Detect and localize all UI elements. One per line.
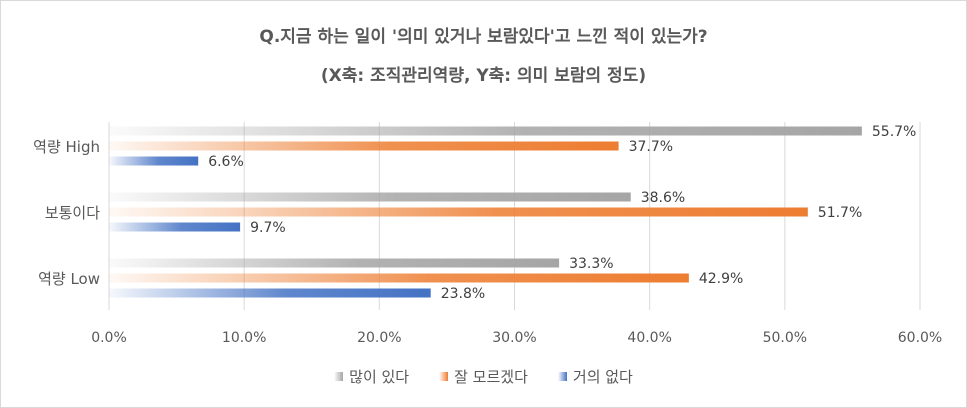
chart-subtitle: (X축: 조직관리역량, Y축: 의미 보람의 정도) (320, 66, 647, 86)
legend-item: 거의 없다 (557, 366, 633, 387)
bar (109, 141, 619, 151)
data-label: 23.8% (441, 286, 485, 302)
legend-swatch (439, 372, 449, 381)
data-label: 51.7% (818, 205, 862, 221)
data-labels: 55.7% 38.6% 33.3% 37.7% 51.7% 42.9% 6.6% 9.7% 23… (208, 124, 916, 302)
legend-item: 잘 모르겠다 (439, 366, 528, 387)
category-label: 역량 High (33, 138, 100, 156)
bar (109, 222, 241, 232)
legend-label: 많이 있다 (349, 368, 410, 386)
data-label: 6.6% (208, 154, 244, 170)
data-label: 33.3% (569, 256, 613, 272)
legend-item: 많이 있다 (334, 366, 409, 387)
category-label: 역량 Low (38, 270, 100, 288)
bar (109, 207, 808, 217)
x-tick-label: 40.0% (627, 330, 671, 346)
x-tick-label: 0.0% (91, 330, 127, 346)
legend-label: 잘 모르겠다 (454, 368, 528, 386)
x-tick-label: 30.0% (492, 330, 536, 346)
chart-title: Q.지금 하는 일이 '의미 있거나 보람있다'고 느낀 적이 있는가? (259, 27, 708, 47)
data-label: 37.7% (629, 139, 673, 155)
bar (109, 192, 631, 202)
bar (109, 273, 689, 283)
data-label: 38.6% (641, 190, 685, 206)
bar (109, 126, 862, 136)
legend: 많이 있다 잘 모르겠다 거의 없다 (0, 366, 967, 387)
bars (109, 126, 862, 298)
bar (109, 288, 431, 298)
bar-chart: 55.7% 38.6% 33.3% 37.7% 51.7% 42.9% 6.6% 9.7% 23… (33, 122, 942, 346)
x-tick-label: 20.0% (357, 330, 401, 346)
legend-swatch (334, 372, 344, 381)
legend-label: 거의 없다 (572, 368, 633, 386)
data-label: 42.9% (699, 271, 743, 287)
category-label: 보통이다 (45, 204, 100, 222)
x-tick-labels: 0.0% 10.0% 20.0% 30.0% 40.0% 50.0% 60.0% (91, 330, 942, 346)
x-tick-label: 50.0% (763, 330, 807, 346)
data-label: 9.7% (250, 220, 286, 236)
legend-swatch (557, 372, 567, 381)
bar (109, 156, 199, 166)
x-tick-label: 60.0% (898, 330, 942, 346)
x-tick-label: 10.0% (222, 330, 266, 346)
data-label: 55.7% (872, 124, 916, 140)
bar (109, 258, 560, 268)
